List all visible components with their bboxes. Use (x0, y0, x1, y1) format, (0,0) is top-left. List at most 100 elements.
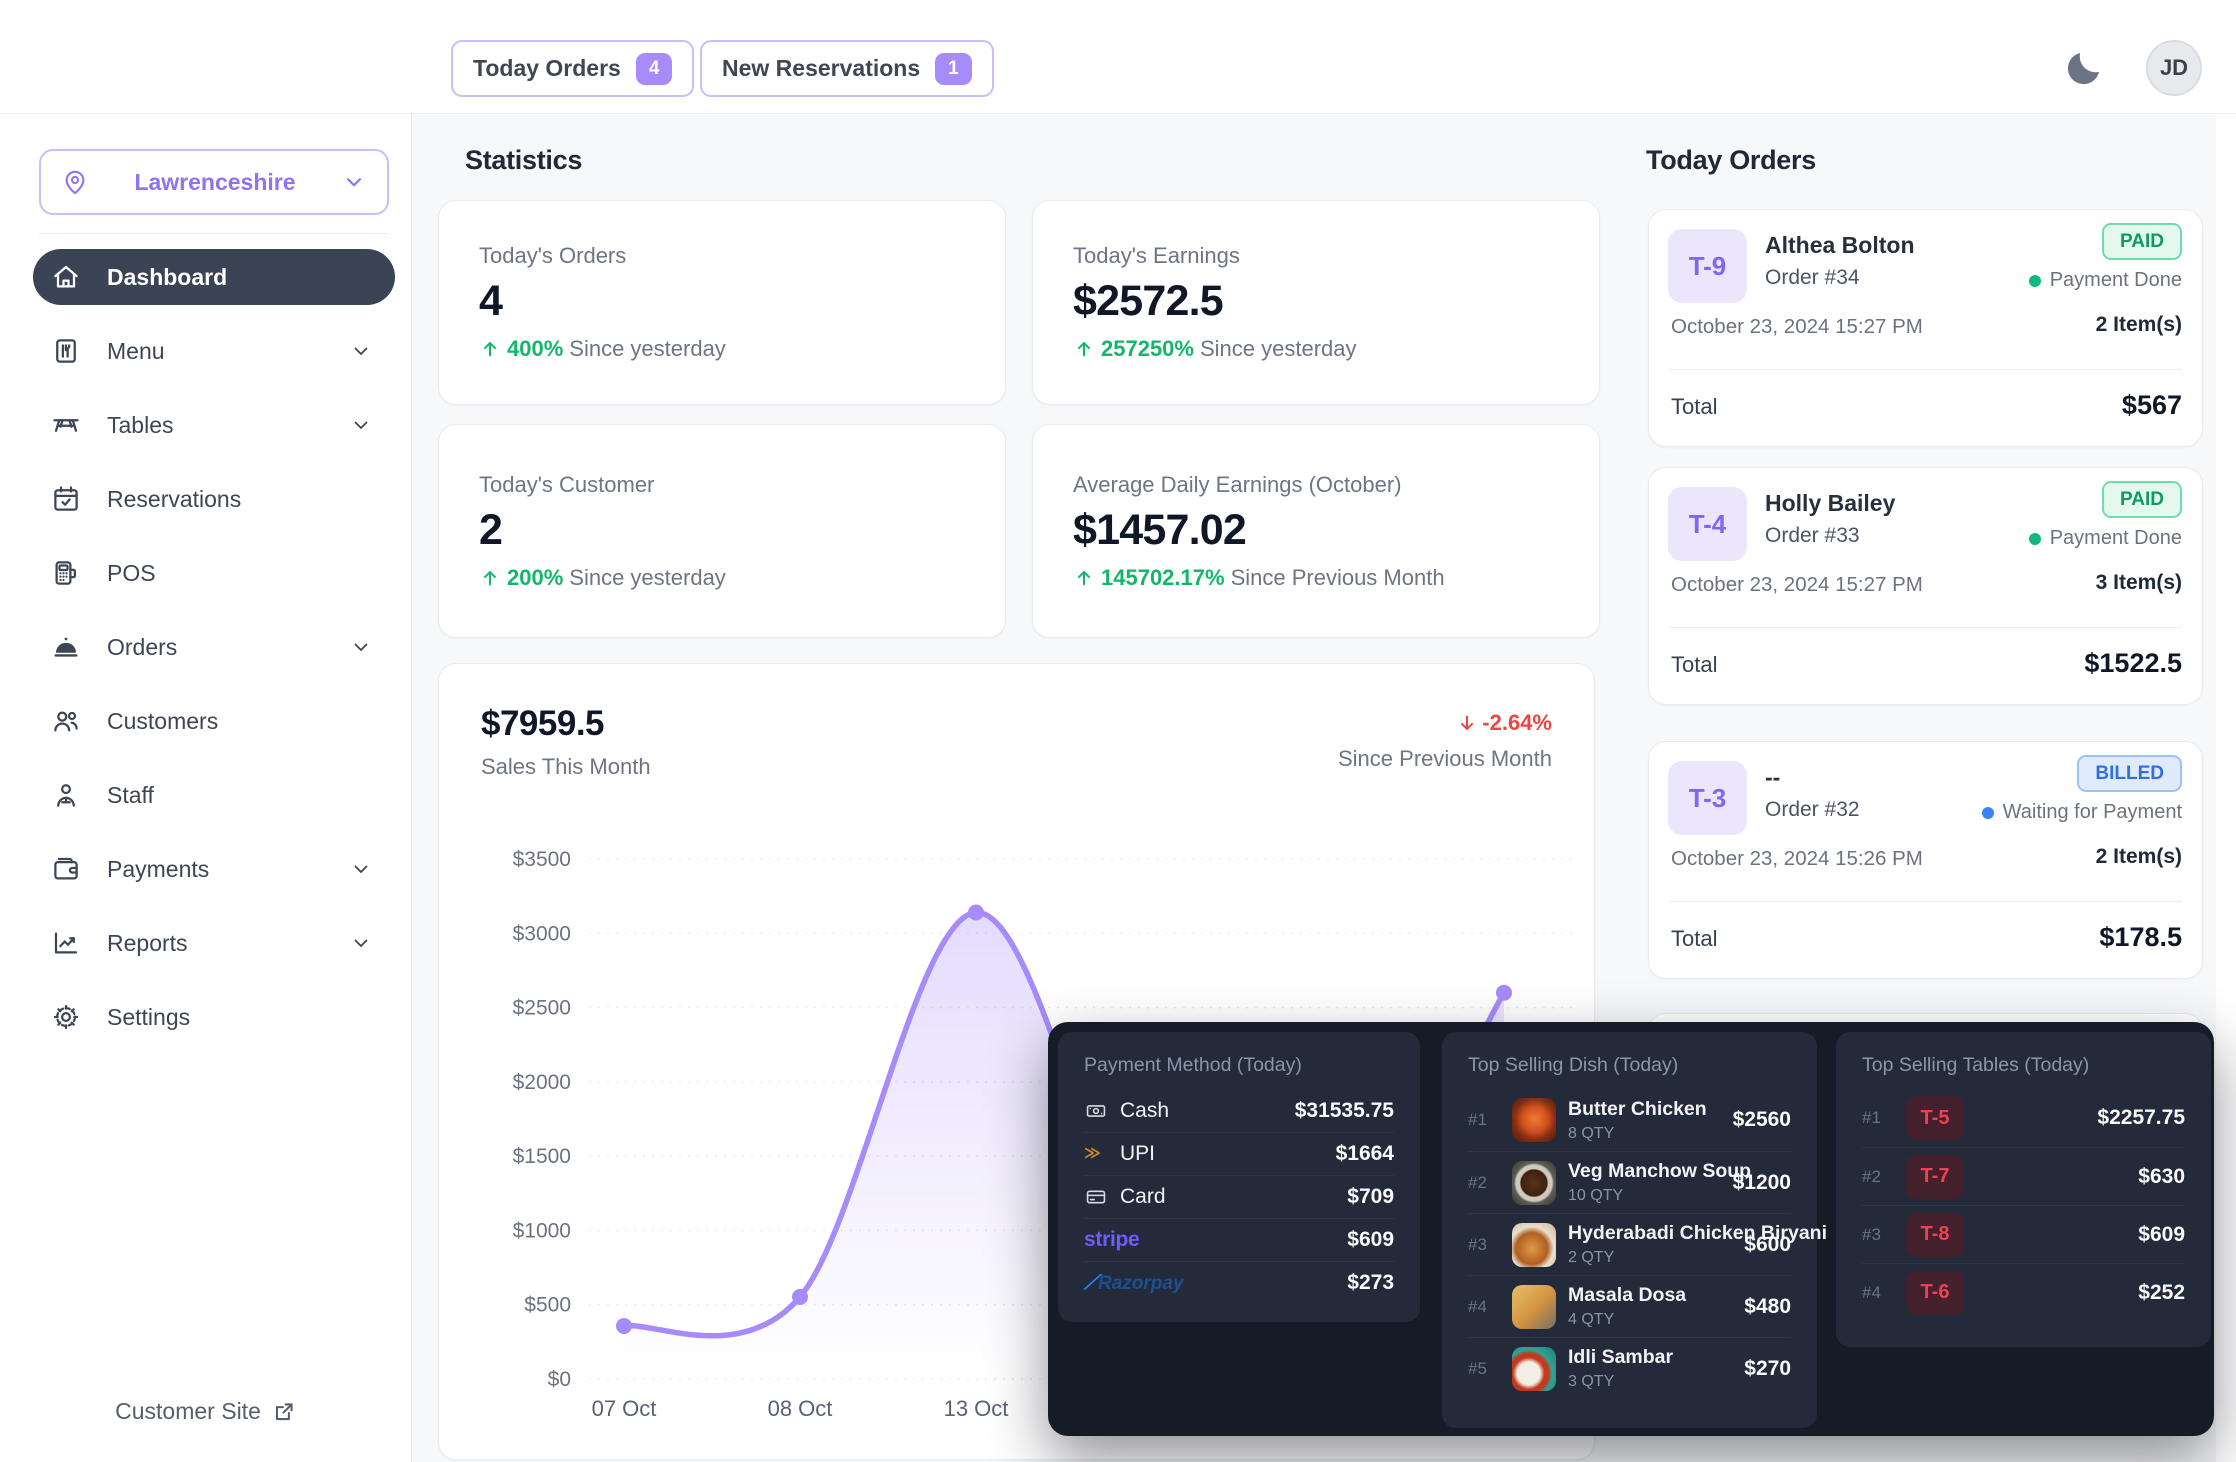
table-badge: T-4 (1668, 487, 1747, 561)
stat-card-delta: 145702.17% Since Previous Month (1073, 565, 1559, 591)
table-amount: $609 (2138, 1222, 2185, 1246)
svg-text:$3000: $3000 (513, 922, 571, 945)
stat-delta-percent: 145702.17% (1101, 564, 1225, 590)
stat-card-delta: 257250% Since yesterday (1073, 336, 1559, 362)
dish-qty: 10 QTY (1568, 1187, 1624, 1204)
top-tables-rows: #1 T-5 $2257.75 #2 T-7 $630 #3 T-8 $609 #4 T-6 $252 (1862, 1089, 2185, 1321)
dish-row-idli-sambar: #5 Idli Sambar 3 QTY $270 (1468, 1337, 1791, 1399)
calendar-check-icon (51, 484, 81, 514)
table-row-t-6: #4 T-6 $252 (1862, 1263, 2185, 1321)
svg-text:$1500: $1500 (513, 1145, 571, 1168)
stat-card-label: Today's Orders (479, 243, 627, 268)
stat-card-label: Today's Customer (479, 471, 655, 497)
sidebar-item-menu[interactable]: Menu (33, 314, 395, 388)
dish-name: Hyderabadi Chicken Biryani (1568, 1222, 1828, 1244)
top-dishes-title: Top Selling Dish (Today) (1468, 1054, 1679, 1076)
svg-text:$0: $0 (548, 1368, 571, 1391)
chevron-down-icon (349, 635, 373, 659)
dish-rank: #4 (1468, 1296, 1487, 1316)
new-reservations-button-label: New Reservations (722, 55, 921, 81)
customer-site-link[interactable]: Customer Site (39, 1398, 373, 1425)
order-card-divider (1669, 627, 2182, 628)
order-total-value: $567 (2121, 390, 2182, 420)
dish-meta: Hyderabadi Chicken Biryani 2 QTY (1568, 1222, 1828, 1267)
sidebar-item-reservations[interactable]: Reservations (33, 462, 395, 536)
dish-amount: $2560 (1732, 1108, 1791, 1131)
sidebar-item-label: Reports (107, 929, 188, 956)
payment-method-amount: $709 (1347, 1185, 1394, 1208)
dish-rank: #1 (1468, 1110, 1487, 1129)
order-payment-state: Payment Done (2028, 527, 2182, 550)
stripe-logo: stripe (1084, 1228, 1140, 1251)
dish-photo-biryani (1512, 1222, 1556, 1267)
stat-card-value: 4 (479, 277, 503, 325)
table-amount: $252 (2138, 1280, 2185, 1304)
moon-icon (2067, 52, 2100, 85)
location-pin-icon (61, 168, 89, 196)
table-badge: T-3 (1668, 761, 1747, 835)
sidebar-item-settings[interactable]: Settings (33, 980, 395, 1054)
cash-icon (1084, 1100, 1110, 1122)
payment-method-amount: $273 (1347, 1271, 1394, 1294)
sidebar-item-pos[interactable]: POS (33, 536, 395, 610)
payment-method-rows: Cash $31535.75 ≫ UPI $1664 Card $709 stripe $609… (1084, 1089, 1394, 1304)
order-card-34[interactable]: T-9 Althea Bolton Order #34 PAID Payment Don… (1648, 209, 2203, 447)
order-number: Order #32 (1765, 798, 1860, 821)
dish-name: Veg Manchow Soup (1568, 1160, 1752, 1182)
chevron-down-icon (349, 339, 373, 363)
sidebar-item-staff[interactable]: Staff (33, 758, 395, 832)
stat-delta-percent: 400% (507, 336, 564, 361)
order-customer-name: -- (1765, 764, 1781, 790)
stat-card-label: Average Daily Earnings (October) (1073, 471, 1402, 497)
cloche-icon (51, 632, 81, 662)
dish-qty: 2 QTY (1568, 1249, 1615, 1266)
order-card-33[interactable]: T-4 Holly Bailey Order #33 PAID Payment Done… (1648, 467, 2203, 705)
user-avatar[interactable]: JD (2146, 40, 2202, 96)
sales-total: $7959.5 (481, 704, 605, 743)
dish-photo-idli-sambar (1512, 1346, 1556, 1391)
sales-label: Sales This Month (481, 754, 651, 779)
dark-mode-toggle[interactable] (2062, 46, 2106, 90)
users-icon (51, 706, 81, 736)
today-orders-button[interactable]: Today Orders 4 (451, 40, 695, 97)
stat-delta-period: Since yesterday (569, 336, 726, 361)
arrow-up-icon (1073, 338, 1095, 360)
sidebar-item-label: Orders (107, 633, 178, 660)
sidebar-item-dashboard[interactable]: Dashboard (33, 249, 395, 305)
table-badge: T-6 (1906, 1270, 1964, 1315)
topbar: Today Orders 4 New Reservations 1 JD (0, 0, 2236, 114)
sidebar-nav: Dashboard Menu Tables Reservations POS Orders… (33, 240, 395, 1054)
stat-delta-period: Since Previous Month (1230, 564, 1445, 590)
stat-card-label: Today's Earnings (1073, 243, 1240, 268)
chevron-down-icon (349, 413, 373, 437)
new-reservations-button[interactable]: New Reservations 1 (700, 40, 994, 97)
sidebar-item-label: Menu (107, 337, 165, 364)
gear-icon (51, 1002, 81, 1032)
sidebar-item-payments[interactable]: Payments (33, 832, 395, 906)
dish-row-masala-dosa: #4 Masala Dosa 4 QTY $480 (1468, 1275, 1791, 1337)
order-customer-name: Holly Bailey (1765, 490, 1896, 516)
stat-delta-period: Since yesterday (1199, 336, 1357, 361)
dish-name: Butter Chicken (1568, 1097, 1707, 1120)
upi-logo: ≫ (1084, 1145, 1101, 1162)
order-card-32[interactable]: T-3 -- Order #32 BILLED Waiting for Payment O… (1648, 741, 2203, 979)
dish-rank: #5 (1468, 1358, 1487, 1378)
order-total-value: $1522.5 (2084, 648, 2182, 678)
sidebar-item-label: Tables (107, 411, 174, 438)
payment-state-dot (1981, 806, 1994, 819)
svg-text:$500: $500 (524, 1294, 571, 1317)
dish-rank: #3 (1468, 1234, 1487, 1254)
sidebar-item-tables[interactable]: Tables (33, 388, 395, 462)
sidebar-item-orders[interactable]: Orders (33, 610, 395, 684)
payment-method-name: Card (1120, 1185, 1166, 1208)
dish-rank: #2 (1468, 1172, 1487, 1192)
payment-method-amount: $31535.75 (1294, 1098, 1394, 1122)
table-rank: #3 (1862, 1224, 1881, 1244)
sidebar-item-customers[interactable]: Customers (33, 684, 395, 758)
location-selector[interactable]: Lawrenceshire (39, 149, 389, 215)
sidebar-item-reports[interactable]: Reports (33, 906, 395, 980)
sales-delta: -2.64% (1456, 710, 1552, 736)
today-orders-heading: Today Orders (1646, 145, 1816, 175)
chevron-down-icon (349, 857, 373, 881)
arrow-up-icon (1073, 567, 1095, 589)
